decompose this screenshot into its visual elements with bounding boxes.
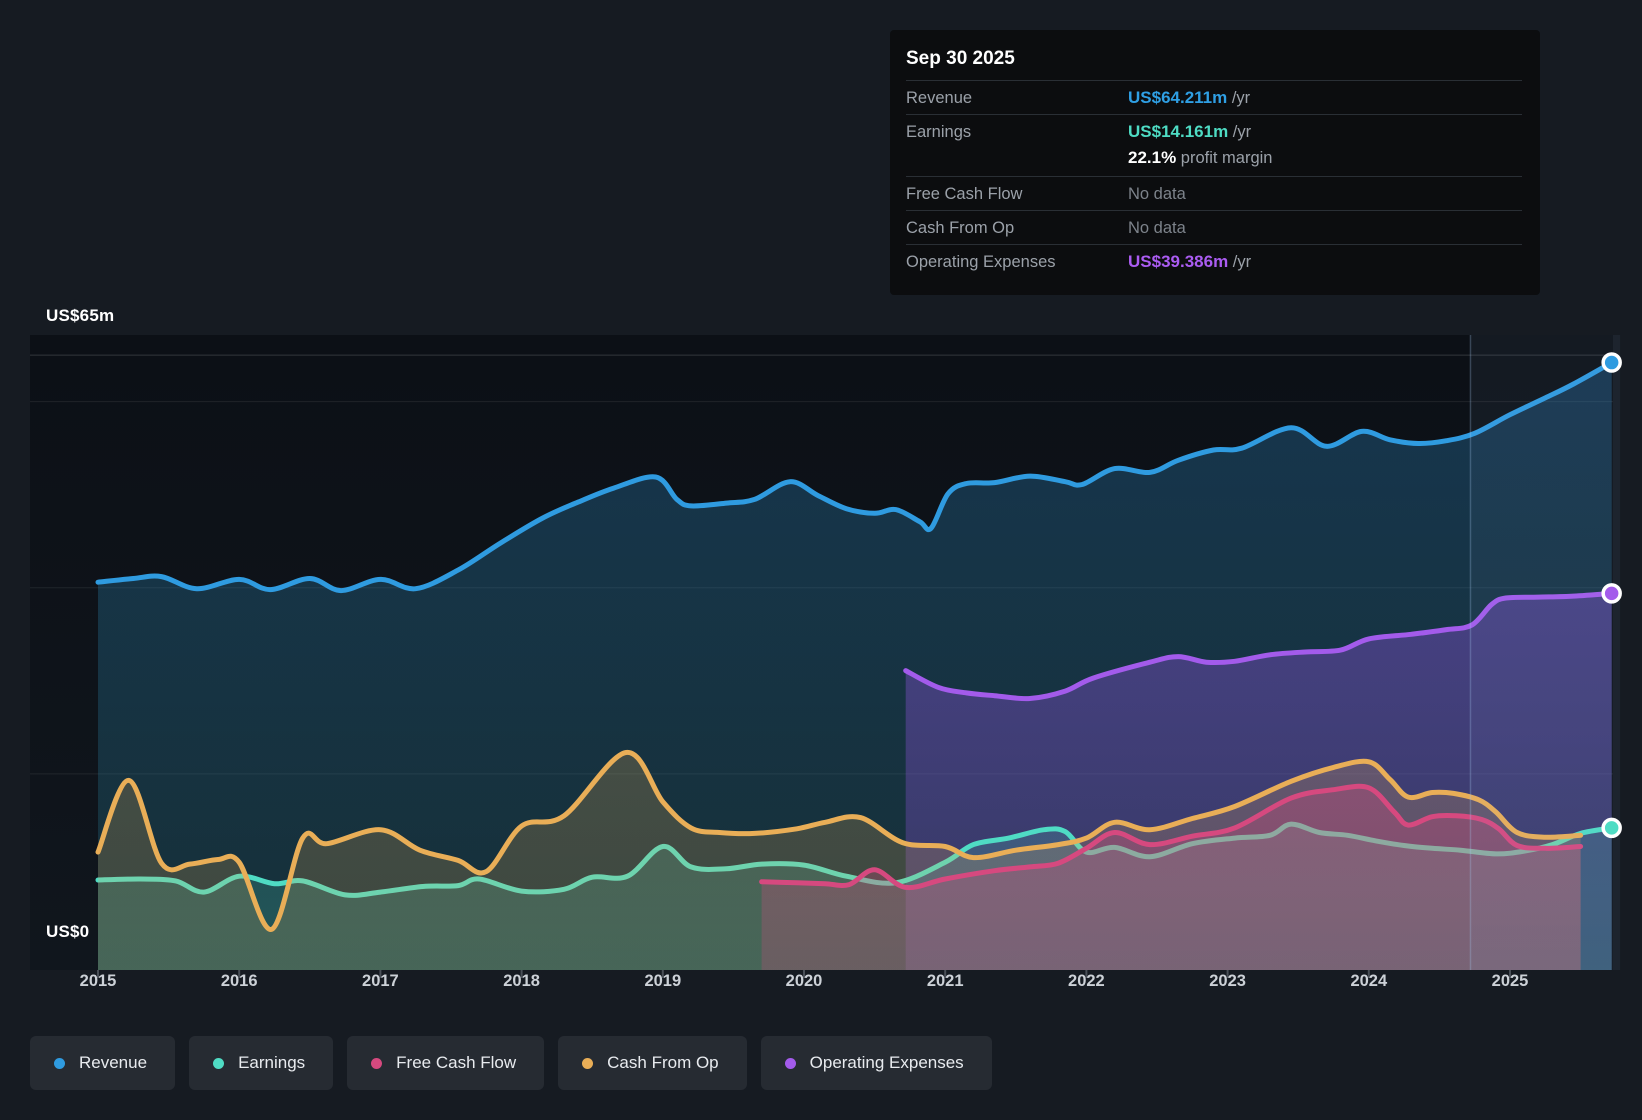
tooltip-row-operating-expenses: Operating Expenses US$39.386m /yr bbox=[906, 244, 1522, 278]
legend-dot-icon bbox=[213, 1057, 225, 1069]
tooltip-row-unit: /yr bbox=[1228, 253, 1252, 271]
tooltip-row-label: Revenue bbox=[906, 89, 973, 107]
tooltip-row-value: US$14.161m /yr bbox=[1128, 122, 1252, 141]
revenue-end-marker bbox=[1601, 352, 1622, 373]
y-axis-max-label: US$65m bbox=[46, 306, 115, 325]
tooltip-row-cash-from-op: Cash From Op No data bbox=[906, 210, 1522, 244]
legend-chip-earnings[interactable]: Earnings bbox=[189, 1036, 334, 1090]
legend-label: Operating Expenses bbox=[809, 1053, 964, 1072]
legend-chip-free-cash-flow[interactable]: Free Cash Flow bbox=[347, 1036, 545, 1090]
tooltip-row-unit: /yr bbox=[1228, 123, 1252, 141]
chart-legend: Revenue Earnings Free Cash Flow Cash From O… bbox=[30, 1036, 992, 1090]
free-cash-flow-line bbox=[759, 783, 1584, 891]
x-axis-label-2015: 2015 bbox=[79, 972, 117, 990]
recent-period-band bbox=[1470, 335, 1621, 970]
tooltip-row-revenue: Revenue US$64.211m /yr bbox=[906, 80, 1522, 114]
tooltip-row-label: Earnings bbox=[906, 123, 972, 141]
legend-label: Revenue bbox=[79, 1053, 148, 1072]
legend-dot-icon bbox=[54, 1057, 65, 1069]
legend-label: Cash From Op bbox=[607, 1053, 719, 1072]
legend-chip-operating-expenses[interactable]: Operating Expenses bbox=[760, 1036, 992, 1090]
x-axis-label-2019: 2019 bbox=[644, 972, 682, 990]
cash-from-op-line bbox=[95, 750, 1584, 932]
legend-label: Earnings bbox=[238, 1053, 306, 1072]
tooltip-date: Sep 30 2025 bbox=[906, 48, 1015, 69]
legend-dot-icon bbox=[582, 1057, 594, 1069]
operating-expenses-end-marker bbox=[1601, 583, 1622, 604]
tooltip-row-value: No data bbox=[1128, 219, 1186, 237]
tooltip-row-value: US$39.386m /yr bbox=[1128, 252, 1252, 271]
free-cash-flow-area bbox=[761, 786, 1581, 970]
earnings-end-marker bbox=[1601, 817, 1622, 839]
tooltip-row-label: Cash From Op bbox=[906, 219, 1015, 237]
legend-chip-cash-from-op[interactable]: Cash From Op bbox=[558, 1036, 747, 1090]
x-axis-label-2020: 2020 bbox=[785, 972, 823, 990]
tooltip-row-value: No data bbox=[1128, 185, 1186, 203]
tooltip-row-value: US$64.211m /yr bbox=[1128, 88, 1251, 107]
legend-label: Free Cash Flow bbox=[396, 1053, 517, 1072]
tooltip-row-free-cash-flow: Free Cash Flow No data bbox=[906, 176, 1522, 210]
legend-chip-revenue[interactable]: Revenue bbox=[30, 1036, 176, 1090]
chart-tooltip: Sep 30 2025 Revenue US$64.211m /yr Earning… bbox=[890, 30, 1540, 295]
x-axis-label-2023: 2023 bbox=[1209, 972, 1246, 990]
operating-expenses-line bbox=[903, 590, 1613, 702]
tooltip-row-label: Free Cash Flow bbox=[906, 185, 1023, 203]
tooltip-row-unit: /yr bbox=[1227, 89, 1251, 107]
x-axis-label-2022: 2022 bbox=[1068, 972, 1105, 990]
tooltip-row-earnings: Earnings US$14.161m /yr 22.1% profit margi… bbox=[906, 114, 1522, 176]
x-axis-label-2025: 2025 bbox=[1491, 972, 1529, 990]
revenue-line bbox=[95, 360, 1613, 594]
legend-dot-icon bbox=[784, 1057, 796, 1069]
y-axis-zero-label: US$0 bbox=[46, 922, 90, 941]
tooltip-profit-margin: 22.1% profit margin bbox=[1128, 148, 1273, 167]
tooltip-row-label: Operating Expenses bbox=[906, 253, 1056, 271]
x-axis-label-2016: 2016 bbox=[220, 972, 258, 990]
legend-dot-icon bbox=[371, 1057, 383, 1069]
x-axis-label-2018: 2018 bbox=[503, 972, 540, 990]
x-axis-label-2021: 2021 bbox=[926, 972, 964, 990]
x-axis-label-2024: 2024 bbox=[1350, 972, 1388, 990]
x-axis-label-2017: 2017 bbox=[362, 972, 399, 990]
